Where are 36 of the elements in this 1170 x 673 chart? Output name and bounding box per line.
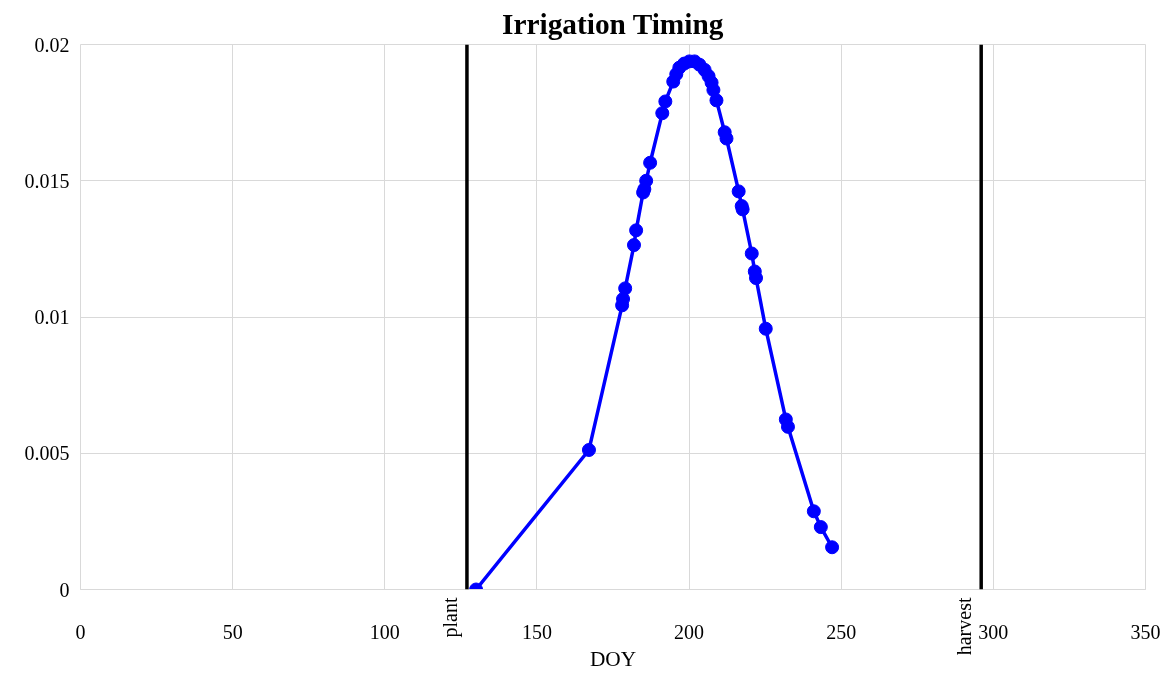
point — [806, 504, 821, 519]
x-axis-title: DOY — [589, 646, 637, 671]
point — [643, 155, 658, 170]
x-tick-label: 300 — [978, 620, 1009, 643]
x-tick-label: 150 — [521, 620, 552, 643]
point — [627, 238, 641, 253]
x-tick-label: 100 — [369, 620, 400, 643]
y-tick-label: 0.005 — [24, 442, 70, 465]
y-tick-label: 0.015 — [24, 169, 70, 192]
y-tick-label: 0.02 — [34, 33, 70, 56]
point — [639, 173, 654, 188]
y-tick-label: 0 — [59, 578, 70, 601]
point — [581, 442, 596, 457]
point — [629, 223, 644, 238]
point — [780, 419, 795, 434]
point — [618, 281, 633, 296]
point — [709, 93, 724, 108]
x-tick-label: 250 — [826, 620, 857, 643]
x-tick-label: 350 — [1130, 620, 1161, 643]
point — [731, 184, 746, 199]
ref-line-label: harvest — [953, 597, 976, 656]
point — [813, 520, 828, 535]
point — [719, 131, 734, 146]
y-tick-label: 0.01 — [34, 306, 70, 328]
chart-title: Irrigation Timing — [502, 7, 724, 40]
point — [655, 106, 670, 121]
point — [658, 94, 673, 109]
point — [744, 246, 759, 261]
point — [749, 271, 764, 286]
point — [758, 321, 773, 336]
x-tick-label: 0 — [75, 620, 86, 643]
ref-line-label: plant — [438, 597, 462, 638]
x-tick-label: 200 — [674, 620, 705, 643]
point — [706, 83, 721, 97]
x-tick-label: 50 — [222, 620, 243, 643]
point — [825, 540, 840, 555]
